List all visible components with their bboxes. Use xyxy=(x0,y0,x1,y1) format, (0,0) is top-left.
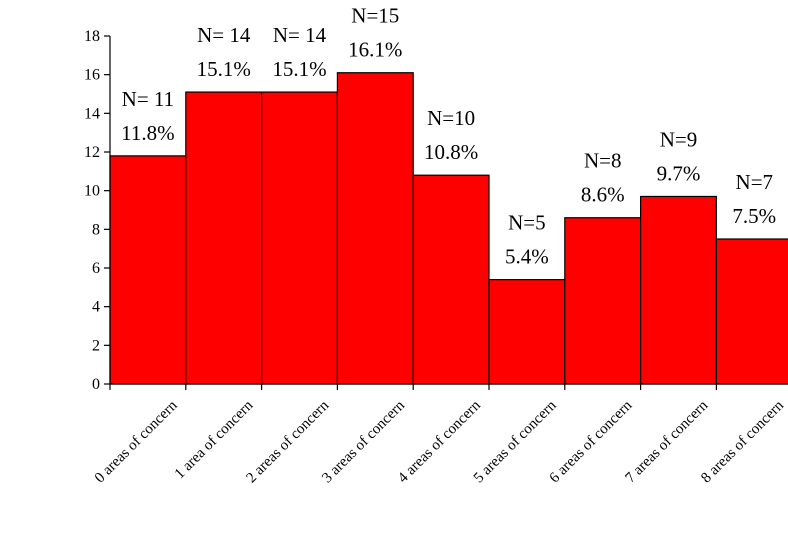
y-tick-label: 0 xyxy=(92,376,100,393)
x-category-label: 1 area of concern xyxy=(172,397,257,482)
bars-group xyxy=(109,72,788,385)
data-label-percent: 10.8% xyxy=(424,140,478,164)
x-category-label: 4 areas of concern xyxy=(395,397,484,486)
bar-3 xyxy=(336,72,414,385)
y-tick-label: 10 xyxy=(84,183,100,200)
x-category-label: 0 areas of concern xyxy=(92,397,181,486)
data-label-count: N=7 xyxy=(736,170,774,194)
x-category-label: 5 areas of concern xyxy=(471,397,560,486)
data-label-count: N=8 xyxy=(584,149,622,173)
data-label-count: N=10 xyxy=(427,106,475,130)
y-tick-label: 16 xyxy=(84,67,100,84)
y-tick-label: 2 xyxy=(92,337,100,354)
bar-6 xyxy=(564,217,642,385)
data-label-count: N= 11 xyxy=(122,87,174,111)
data-label-percent: 15.1% xyxy=(272,57,326,81)
x-category-label: 2 areas of concern xyxy=(243,397,332,486)
x-category-label: 7 areas of concern xyxy=(622,397,711,486)
y-tick-label: 6 xyxy=(92,260,100,277)
data-label-percent: 5.4% xyxy=(505,245,549,269)
bar-5 xyxy=(488,279,566,385)
data-label-percent: 7.5% xyxy=(732,204,776,228)
data-label-count: N=9 xyxy=(660,127,698,151)
bar-8 xyxy=(715,238,788,385)
y-tick-label: 4 xyxy=(92,299,100,316)
bar-7 xyxy=(639,195,717,385)
data-label-percent: 9.7% xyxy=(657,161,701,185)
bar-0 xyxy=(109,155,187,385)
data-label-percent: 15.1% xyxy=(197,57,251,81)
data-label-count: N= 14 xyxy=(197,23,251,47)
x-category-label: 6 areas of concern xyxy=(547,397,636,486)
data-label-percent: 16.1% xyxy=(348,38,402,62)
data-labels-group: N= 11 11.8% N= 14 15.1% N= 14 15.1% N=15 16.1% N… xyxy=(121,4,776,269)
data-label-percent: 8.6% xyxy=(581,183,625,207)
x-category-label: 8 areas of concern xyxy=(698,397,787,486)
y-tick-label: 12 xyxy=(84,144,100,161)
bar-4 xyxy=(412,174,490,385)
data-label-percent: 11.8% xyxy=(121,121,174,145)
y-tick-label: 18 xyxy=(84,28,100,45)
y-tick-label: 14 xyxy=(84,105,100,122)
bar-1 xyxy=(185,91,263,385)
data-label-count: N=15 xyxy=(351,4,399,28)
bar-2 xyxy=(261,91,339,385)
data-label-count: N= 14 xyxy=(273,23,327,47)
x-category-label: 3 areas of concern xyxy=(319,397,408,486)
data-label-count: N=5 xyxy=(508,211,546,235)
y-tick-label: 8 xyxy=(92,221,100,238)
